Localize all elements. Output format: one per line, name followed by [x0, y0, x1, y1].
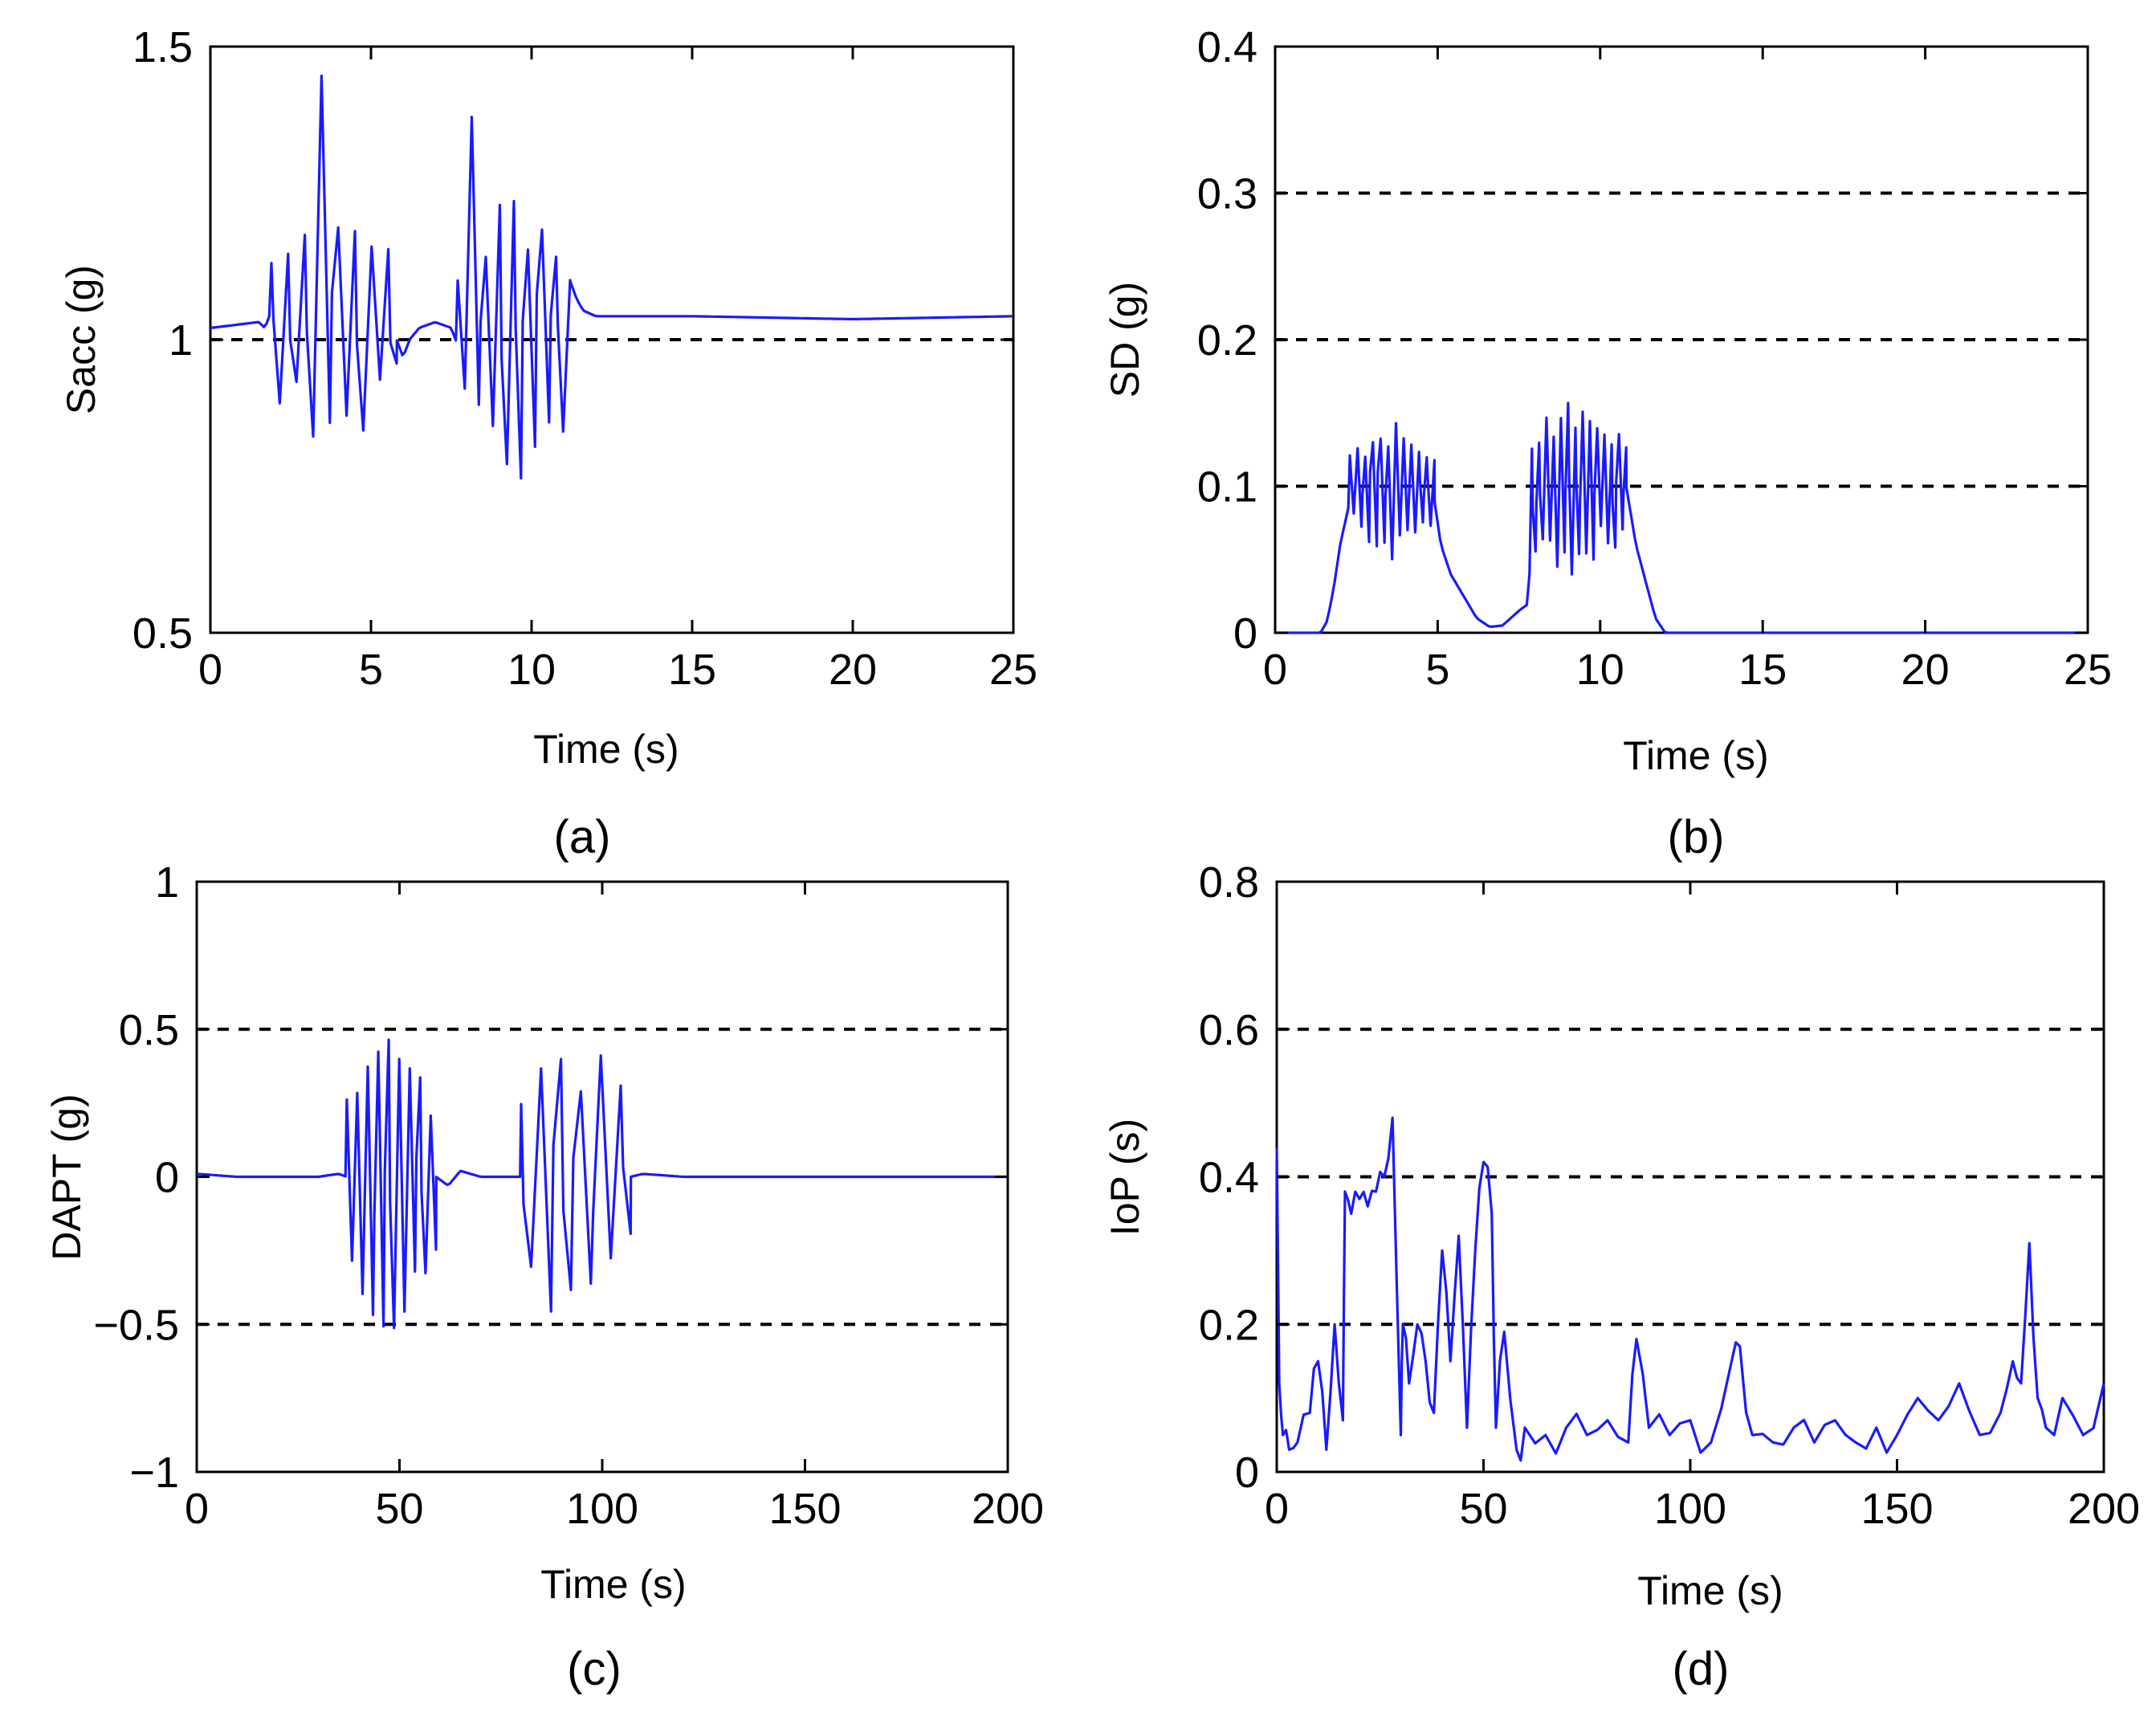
- x-tick-label-a-3: 15: [668, 646, 716, 694]
- y-tick-label-b-2: 0.2: [1197, 316, 1257, 365]
- x-axis-label-a: Time (s): [533, 727, 679, 772]
- series-line-a-Sacc: [210, 74, 1013, 480]
- series-layer-b: [1275, 402, 2087, 634]
- x-tick-label-b-4: 20: [1901, 646, 1950, 694]
- y-axis-label-b: SD (g): [1102, 282, 1147, 397]
- series-line-d-IoP: [1275, 1116, 2105, 1462]
- x-tick-label-a-1: 5: [359, 646, 383, 694]
- y-tick-label-c-3: 0.5: [119, 1006, 179, 1054]
- y-tick-label-c-2: 0: [155, 1154, 179, 1202]
- x-tick-label-d-1: 50: [1459, 1485, 1507, 1533]
- y-tick-label-c-4: 1: [155, 858, 179, 907]
- y-tick-label-c-1: −0.5: [93, 1301, 179, 1349]
- y-tick-label-d-4: 0.8: [1199, 858, 1259, 907]
- x-tick-label-a-4: 20: [829, 646, 877, 694]
- x-tick-label-b-3: 15: [1738, 646, 1787, 694]
- x-tick-label-b-0: 0: [1263, 646, 1287, 694]
- series-line-b-SD: [1275, 402, 2087, 634]
- axis-ticks-a: 0 5 10 15 20 25 0.5 1 1.5: [132, 23, 1037, 694]
- x-axis-label-c: Time (s): [540, 1562, 686, 1607]
- y-tick-label-d-0: 0: [1235, 1449, 1259, 1497]
- y-axis-label-a: Sacc (g): [59, 265, 104, 414]
- x-tick-label-a-5: 25: [989, 646, 1037, 694]
- y-tick-label-b-3: 0.3: [1197, 170, 1257, 218]
- panel-c: 0 50 100 150 200 −1 −0.5 0 0.5 1 Time (s) DAPT (g…: [44, 858, 1044, 1695]
- y-tick-label-b-4: 0.4: [1197, 23, 1257, 71]
- x-tick-label-c-1: 50: [375, 1485, 423, 1533]
- x-axis-label-d: Time (s): [1637, 1568, 1783, 1613]
- y-tick-label-d-2: 0.4: [1199, 1154, 1259, 1202]
- reference-lines-d: [1277, 1027, 2104, 1327]
- x-axis-label-b: Time (s): [1623, 733, 1768, 778]
- y-tick-label-a-0: 0.5: [132, 609, 193, 658]
- x-tick-label-b-2: 10: [1576, 646, 1624, 694]
- axis-ticks-b: 0 5 10 15 20 25 0 0.1 0.2 0.3 0.4: [1197, 23, 2112, 694]
- series-line-c-DAPT: [196, 1038, 1007, 1330]
- x-tick-label-c-0: 0: [185, 1485, 209, 1533]
- x-tick-label-d-4: 200: [2068, 1485, 2140, 1533]
- x-tick-label-c-2: 100: [566, 1485, 638, 1533]
- x-tick-label-b-5: 25: [2064, 646, 2112, 694]
- x-tick-label-a-0: 0: [198, 646, 222, 694]
- panel-a: 0 5 10 15 20 25 0.5 1 1.5 Time (s) Sacc (g) (a): [59, 23, 1037, 863]
- y-tick-label-a-1: 1: [169, 316, 193, 365]
- series-layer-c: [196, 1038, 1007, 1330]
- panel-label-c: (c): [567, 1643, 622, 1695]
- y-axis-label-c: DAPT (g): [44, 1094, 89, 1260]
- x-tick-label-d-3: 150: [1861, 1485, 1933, 1533]
- x-tick-label-b-1: 5: [1425, 646, 1449, 694]
- series-layer-d: [1275, 1116, 2105, 1462]
- series-layer-a: [210, 74, 1013, 480]
- y-tick-label-b-1: 0.1: [1197, 463, 1257, 512]
- y-tick-label-b-0: 0: [1233, 609, 1257, 658]
- panel-label-b: (b): [1668, 811, 1725, 863]
- y-axis-label-d: IoP (s): [1102, 1119, 1147, 1236]
- x-tick-label-d-2: 100: [1654, 1485, 1726, 1533]
- x-tick-label-c-4: 200: [972, 1485, 1044, 1533]
- y-tick-label-d-3: 0.6: [1199, 1006, 1259, 1054]
- axis-ticks-d: 0 50 100 150 200 0 0.2 0.4 0.6 0.8: [1199, 858, 2140, 1533]
- reference-lines-c: [197, 1027, 1008, 1327]
- x-tick-label-c-3: 150: [768, 1485, 841, 1533]
- panel-d: 0 50 100 150 200 0 0.2 0.4 0.6 0.8 Time (s) IoP (…: [1102, 858, 2140, 1695]
- y-tick-label-a-2: 1.5: [132, 23, 193, 71]
- y-tick-label-c-0: −1: [129, 1449, 179, 1497]
- x-tick-label-a-2: 10: [507, 646, 556, 694]
- y-tick-label-d-1: 0.2: [1199, 1301, 1259, 1349]
- axis-ticks-c: 0 50 100 150 200 −1 −0.5 0 0.5 1: [93, 858, 1044, 1533]
- panel-label-a: (a): [554, 811, 611, 863]
- x-tick-label-d-0: 0: [1265, 1485, 1289, 1533]
- panel-label-d: (d): [1673, 1643, 1730, 1695]
